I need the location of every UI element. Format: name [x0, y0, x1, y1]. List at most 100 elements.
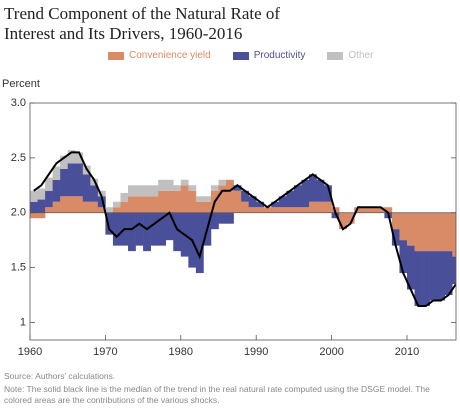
- contribution-bar: [414, 212, 423, 252]
- y-tick-label: 2.0: [11, 207, 26, 219]
- contribution-bar: [248, 196, 257, 208]
- contribution-bar: [158, 190, 167, 213]
- contribution-bar: [241, 190, 249, 202]
- contribution-bar: [437, 212, 445, 252]
- contribution-bar: [143, 196, 151, 213]
- contribution-bar: [218, 185, 227, 213]
- contribution-bar: [112, 201, 121, 208]
- contribution-bar: [248, 207, 257, 213]
- contribution-bar: [150, 185, 159, 197]
- contribution-bar: [324, 201, 332, 213]
- contribution-bar: [165, 190, 174, 213]
- contribution-bar: [188, 185, 197, 191]
- contribution-bar: [45, 207, 53, 213]
- contribution-bar: [293, 185, 302, 208]
- median-line: [33, 151, 456, 307]
- contribution-bar: [173, 212, 182, 252]
- contribution-bar: [143, 212, 151, 252]
- y-tick-label: 1: [20, 316, 26, 328]
- contribution-bar: [180, 185, 189, 213]
- legend-swatch: [108, 51, 124, 60]
- contribution-bar: [369, 207, 378, 213]
- contribution-bar: [195, 201, 204, 213]
- contribution-bar: [414, 251, 423, 306]
- contribution-bar: [37, 188, 46, 200]
- contribution-bar: [233, 190, 242, 213]
- contribution-bar: [75, 163, 84, 197]
- contribution-bar: [339, 212, 347, 230]
- contribution-bar: [195, 196, 204, 202]
- contribution-bar: [105, 212, 114, 235]
- legend-label: Productivity: [253, 50, 306, 61]
- contribution-bar: [316, 201, 325, 213]
- contribution-bar: [97, 207, 106, 213]
- contribution-bar: [97, 190, 106, 197]
- x-tick-label: 1960: [18, 346, 42, 358]
- note: Note: The solid black line is the median…: [4, 384, 430, 405]
- contribution-bar: [452, 212, 456, 257]
- contribution-bar: [67, 196, 76, 213]
- contribution-bar: [376, 207, 385, 213]
- contribution-bar: [256, 207, 265, 213]
- legend-label: Other: [348, 50, 374, 61]
- contribution-bar: [301, 179, 310, 208]
- contribution-bar: [429, 212, 438, 252]
- contribution-bar: [67, 150, 76, 164]
- contribution-bar: [437, 251, 445, 301]
- contribution-bar: [135, 196, 144, 213]
- contribution-bar: [150, 196, 159, 213]
- contribution-bar: [210, 185, 219, 191]
- contribution-bar: [422, 251, 430, 306]
- contribution-bar: [226, 179, 234, 213]
- contribution-bar: [308, 201, 317, 213]
- contribution-bar: [271, 201, 280, 208]
- contribution-bar: [286, 190, 295, 208]
- contribution-bar: [30, 190, 38, 202]
- x-tick-label: 1990: [244, 346, 268, 358]
- chart-title: Trend Component of the Natural Rate of I…: [4, 4, 281, 43]
- contribution-bar: [143, 185, 151, 197]
- contribution-bar: [120, 192, 129, 202]
- contribution-bar: [75, 152, 84, 164]
- contribution-bar: [128, 212, 136, 252]
- legend-item: Other: [327, 50, 373, 61]
- contribution-bar: [37, 212, 46, 219]
- contribution-bar: [90, 201, 99, 213]
- contribution-bar: [97, 196, 106, 208]
- contribution-bar: [75, 196, 84, 213]
- contribution-bar: [173, 185, 182, 191]
- contribution-bar: [165, 179, 174, 191]
- contribution-bar: [203, 201, 212, 213]
- contribution-bar: [241, 201, 249, 213]
- contribution-bar: [354, 207, 363, 213]
- contribution-bar: [256, 201, 265, 208]
- x-tick-label: 1970: [93, 346, 117, 358]
- contribution-bar: [128, 185, 136, 197]
- source: Source: Authors’ calculations.: [4, 371, 116, 381]
- contribution-bar: [135, 185, 144, 197]
- contribution-bar: [128, 196, 136, 213]
- legend-swatch: [327, 51, 344, 60]
- contribution-bar: [203, 196, 212, 202]
- contribution-bar: [60, 196, 68, 213]
- y-tick-label: 1.5: [11, 261, 26, 273]
- contribution-bar: [180, 179, 189, 186]
- contribution-bar: [406, 212, 415, 246]
- contribution-bar: [210, 212, 219, 230]
- contribution-bar: [233, 185, 242, 191]
- contribution-bar: [384, 207, 393, 213]
- contribution-bar: [331, 212, 340, 219]
- contribution-bar: [346, 212, 355, 224]
- contribution-bar: [90, 185, 99, 202]
- contribution-bar: [30, 212, 38, 219]
- contribution-bar: [112, 207, 121, 213]
- contribution-bar: [391, 212, 400, 230]
- contribution-bar: [45, 177, 53, 191]
- contribution-bar: [52, 166, 61, 180]
- y-axis-label: Percent: [2, 78, 40, 90]
- contribution-bar: [195, 212, 204, 274]
- contribution-bar: [293, 207, 302, 213]
- contribution-bar: [105, 207, 114, 213]
- contribution-bar: [429, 251, 438, 301]
